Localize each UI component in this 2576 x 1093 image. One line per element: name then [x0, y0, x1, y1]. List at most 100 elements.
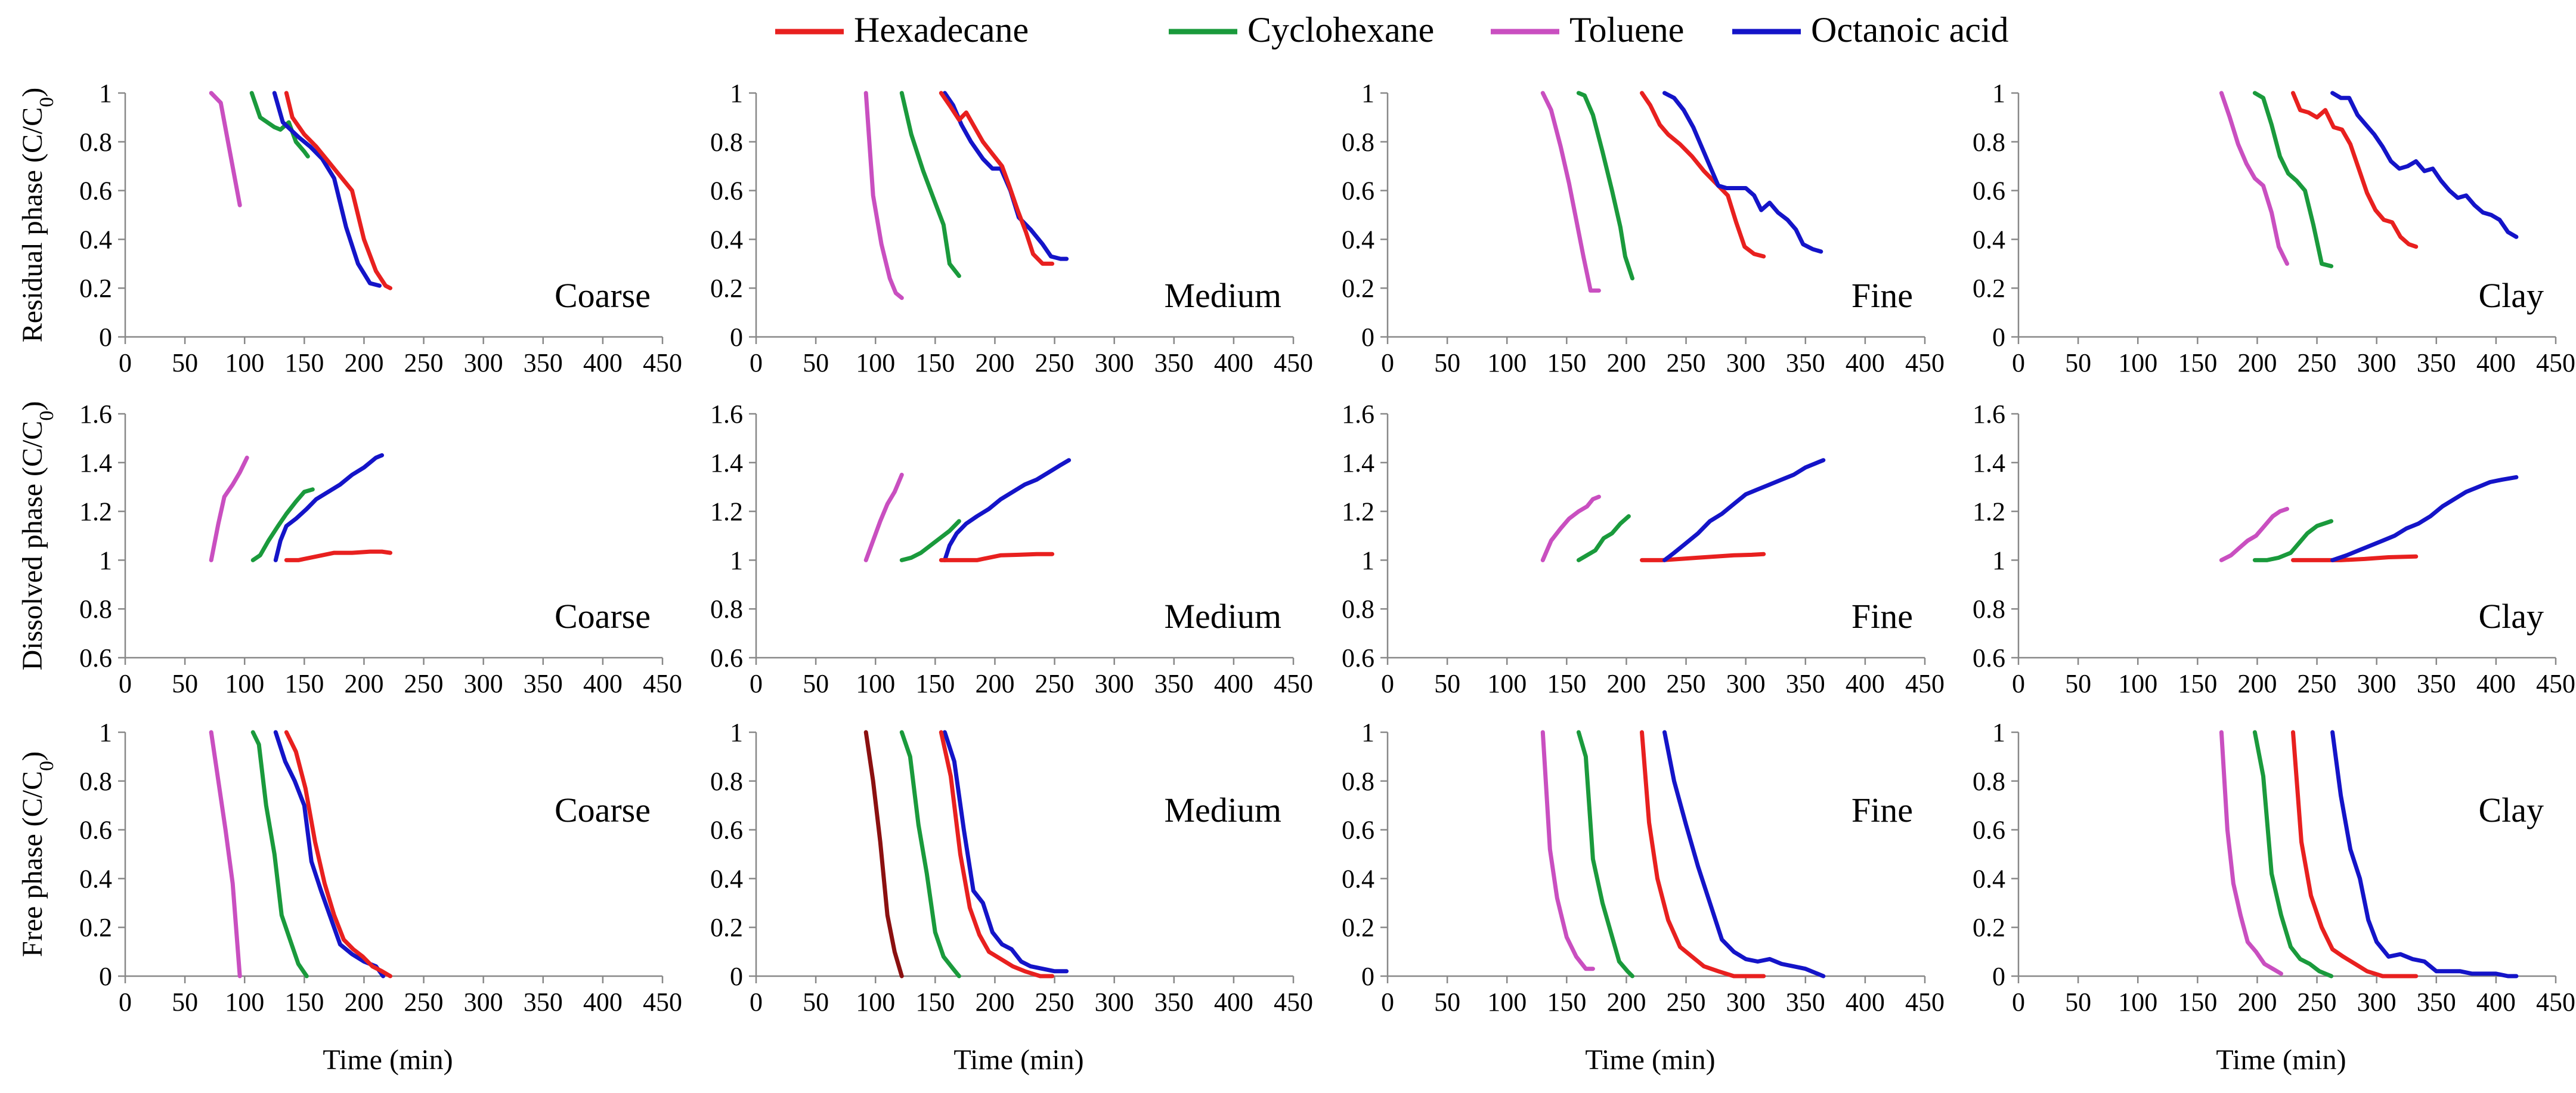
- y-tick-label: 1.4: [79, 448, 112, 478]
- y-tick-label: 1: [1361, 546, 1374, 575]
- y-tick-label: 1: [1992, 546, 2005, 575]
- y-tick-label: 0.6: [79, 816, 112, 845]
- y-tick-label: 1.4: [710, 448, 743, 478]
- panel-residual-fine: 0 0.2 0.4 0.6 0.8 1 0 50 100 150 200 250 300 350 400 45…: [1342, 79, 1945, 377]
- y-tick-label: 1.2: [79, 497, 112, 527]
- series-line-toluene: [209, 456, 249, 562]
- row-labels: Residual phase (C/C0)Dissolved phase (C/…: [17, 88, 58, 957]
- y-tick-label: 0.8: [1973, 128, 2005, 157]
- y-tick-label: 0.8: [1342, 128, 1374, 157]
- series-line-cyclohexane: [899, 730, 961, 979]
- panel-free-coarse: 0 0.2 0.4 0.6 0.8 1 0 50 100 150 200 250 300 350 400 45…: [79, 718, 682, 1017]
- y-tick-label: 1: [730, 546, 743, 575]
- y-tick-label: 1.4: [1342, 448, 1374, 478]
- x-tick-label: 350: [1786, 348, 1825, 377]
- series-line-hexadecane: [939, 552, 1055, 562]
- y-tick-label: 0.4: [1973, 225, 2005, 254]
- x-tick-label: 100: [225, 987, 264, 1017]
- x-tick-label: 350: [1154, 348, 1194, 377]
- y-tick-label: 0.2: [710, 913, 743, 942]
- series-line-octanoic-acid: [1662, 730, 1826, 979]
- y-tick-label: 1.6: [1973, 400, 2005, 429]
- series-line-cyclohexane: [1576, 91, 1634, 281]
- y-tick-label: 0.8: [710, 128, 743, 157]
- soil-label-coarse: Coarse: [555, 276, 651, 315]
- panel-dissolved-clay: 0.6 0.8 1 1.2 1.4 1.6 0 50 100 150 200 250 300 350 400…: [1973, 400, 2575, 698]
- x-tick-label: 450: [643, 669, 682, 698]
- x-tick-label: 350: [1154, 987, 1194, 1017]
- y-axis-title-close: ): [17, 88, 48, 97]
- y-tick-label: 0: [99, 323, 112, 352]
- panel-free-fine: 0 0.2 0.4 0.6 0.8 1 0 50 100 150 200 250 300 350 400 45…: [1342, 718, 1945, 1017]
- x-tick-label: 100: [1487, 987, 1527, 1017]
- x-tick-label: 100: [2118, 669, 2157, 698]
- panel-residual-medium: 0 0.2 0.4 0.6 0.8 1 0 50 100 150 200 250 300 350 400 45…: [710, 79, 1313, 377]
- series-line-toluene: [2219, 507, 2289, 562]
- x-tick-label: 300: [464, 987, 503, 1017]
- y-tick-label: 1: [1361, 718, 1374, 747]
- y-tick-label: 1: [99, 546, 112, 575]
- y-tick-label: 0.2: [1973, 913, 2005, 942]
- x-tick-label: 450: [1274, 348, 1313, 377]
- x-tick-label: 450: [1905, 669, 1945, 698]
- series-line-hexadecane: [1640, 730, 1766, 979]
- x-tick-label: 300: [1095, 348, 1134, 377]
- series-line-octanoic-acid: [2330, 475, 2519, 562]
- x-tick-label: 250: [1667, 669, 1706, 698]
- x-tick-label: 50: [1434, 348, 1460, 377]
- x-tick-label: 450: [2536, 348, 2575, 377]
- x-tick-label: 200: [344, 987, 383, 1017]
- x-tick-label: 150: [284, 669, 324, 698]
- y-tick-label: 0: [730, 323, 743, 352]
- x-tick-label: 200: [975, 669, 1014, 698]
- x-tick-label: 300: [1095, 987, 1134, 1017]
- x-tick-label: 350: [2417, 348, 2456, 377]
- series-line-toluene: [1540, 494, 1601, 562]
- soil-label-medium: Medium: [1164, 276, 1281, 315]
- x-tick-label: 200: [344, 348, 383, 377]
- x-tick-label: 50: [172, 348, 198, 377]
- x-tick-label: 400: [1846, 669, 1885, 698]
- series-line-octanoic-acid: [273, 453, 384, 562]
- x-tick-label: 300: [1726, 669, 1766, 698]
- y-tick-label: 0.6: [1973, 816, 2005, 845]
- panel-free-clay: 0 0.2 0.4 0.6 0.8 1 0 50 100 150 200 250 300 350 400 45…: [1973, 718, 2575, 1017]
- x-tick-label: 400: [1214, 348, 1253, 377]
- x-tick-label: 150: [284, 987, 324, 1017]
- x-tick-label: 200: [1606, 669, 1646, 698]
- x-tick-label: 50: [2065, 987, 2091, 1017]
- y-tick-label: 0: [730, 962, 743, 991]
- soil-label-medium: Medium: [1164, 791, 1281, 829]
- x-tick-label: 400: [1846, 987, 1885, 1017]
- x-tick-label: 100: [1487, 348, 1527, 377]
- x-tick-label: 250: [1035, 348, 1075, 377]
- x-tick-label: 250: [1035, 669, 1075, 698]
- x-tick-label: 350: [1786, 987, 1825, 1017]
- series-line-cyclohexane: [250, 487, 315, 562]
- y-tick-label: 0.8: [79, 595, 112, 624]
- panels: 00.20.40.60.810 50 100 150 200 250 300 350 400 45…: [79, 79, 2575, 1017]
- x-tick-label: 150: [2178, 669, 2217, 698]
- x-tick-label: 450: [1905, 348, 1945, 377]
- y-axis-title-residual: Residual phase (C/C0): [17, 88, 58, 343]
- x-tick-label: 50: [172, 987, 198, 1017]
- soil-label-medium: Medium: [1164, 597, 1281, 636]
- y-tick-label: 1.4: [1973, 448, 2005, 478]
- x-tick-label: 250: [404, 669, 444, 698]
- x-tick-label: 350: [524, 669, 563, 698]
- series-line-hexadecane: [284, 730, 392, 979]
- x-tick-label: 200: [2237, 348, 2277, 377]
- series-line-hexadecane: [284, 549, 392, 562]
- x-tick-label: 200: [2237, 669, 2277, 698]
- y-tick-label: 0.4: [1973, 864, 2005, 893]
- panel-free-medium: 0 0.2 0.4 0.6 0.8 1 0 50 100 150 200 250 300 350 400 45…: [710, 718, 1313, 1017]
- x-tick-label: 250: [404, 987, 444, 1017]
- x-tick-label: 150: [915, 348, 955, 377]
- y-tick-label: 0.2: [710, 274, 743, 303]
- y-tick-label: 0.6: [79, 177, 112, 206]
- x-tick-label: 300: [2357, 669, 2397, 698]
- y-tick-label: 0.2: [79, 274, 112, 303]
- x-tick-label: 300: [1726, 348, 1766, 377]
- y-tick-label: 0.6: [1342, 643, 1374, 673]
- x-tick-label: 300: [464, 348, 503, 377]
